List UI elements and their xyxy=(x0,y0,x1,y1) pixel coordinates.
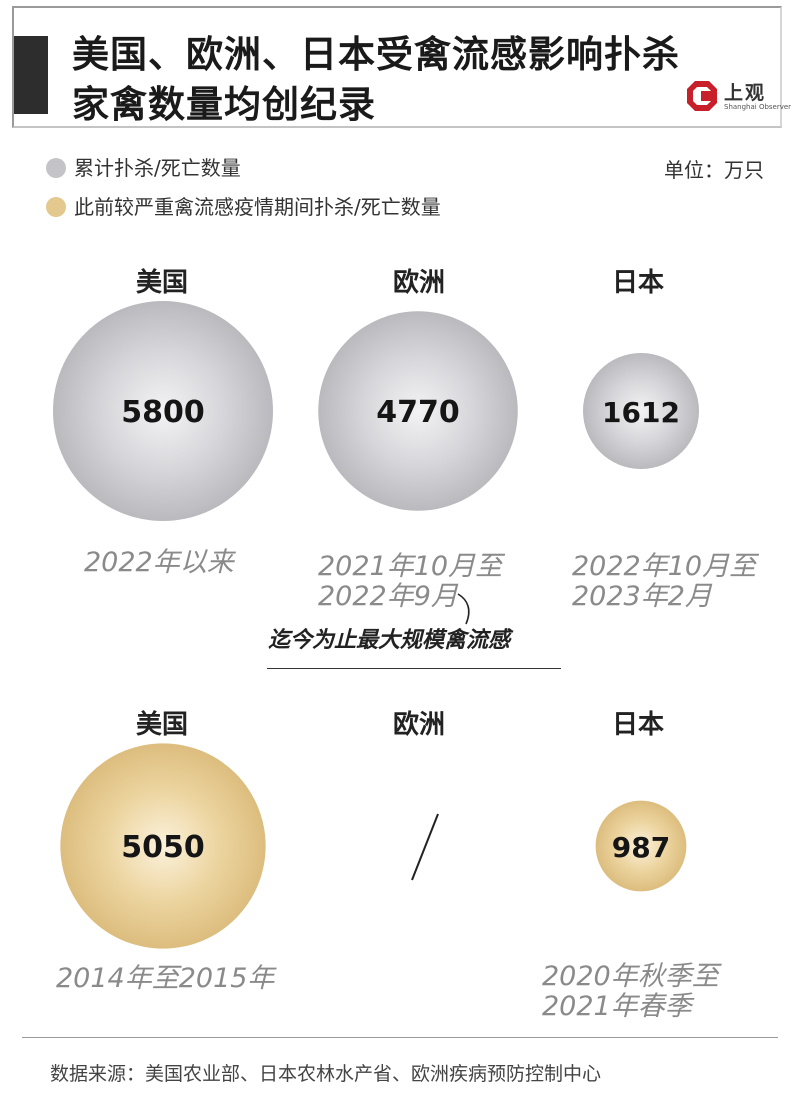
unit-label: 单位：万只 xyxy=(664,158,764,182)
bubble-us-current xyxy=(53,301,273,521)
bubble-value-us-current: 5800 xyxy=(121,395,205,430)
period-jp-previous: 2020年秋季至 2021年春季 xyxy=(542,962,719,1022)
logo-icon xyxy=(687,81,717,111)
legend-swatch-gray xyxy=(46,157,66,178)
country-label-jp-bottom: 日本 xyxy=(611,710,665,740)
bubble-value-eu-current: 4770 xyxy=(376,395,460,430)
period-line: 2014年至2015年 xyxy=(56,963,275,994)
logo-subtitle: Shanghai Observer xyxy=(724,103,792,111)
legend-item-previous: 此前较严重禽流感疫情期间扑杀/死亡数量 xyxy=(46,193,441,221)
period-line: 2021年10月至 xyxy=(318,551,503,582)
annotation-underline xyxy=(267,668,561,669)
period-us-current: 2022年以来 xyxy=(84,548,234,578)
period-line: 2022年9月 xyxy=(318,581,458,612)
country-label-us-bottom: 美国 xyxy=(135,710,189,740)
period-line: 2021年春季 xyxy=(542,991,692,1022)
bubble-jp-previous xyxy=(595,800,687,892)
period-line: 2022年以来 xyxy=(84,547,234,578)
bubble-value-jp-previous: 987 xyxy=(612,831,670,864)
period-jp-current: 2022年10月至 2023年2月 xyxy=(572,552,756,612)
logo-name: 上观 xyxy=(724,82,767,104)
shanghai-observer-logo: 上观 Shanghai Observer xyxy=(686,78,791,118)
period-line: 2023年2月 xyxy=(572,581,712,612)
country-label-eu-bottom: 欧洲 xyxy=(392,710,446,740)
bubble-eu-current xyxy=(318,311,518,511)
country-label-jp-top: 日本 xyxy=(611,268,665,298)
legend-swatch-gold xyxy=(46,196,66,217)
bubble-us-previous xyxy=(60,743,266,949)
source-note: 数据来源：美国农业部、日本农林水产省、欧洲疾病预防控制中心 xyxy=(50,1063,602,1085)
bubble-value-us-previous: 5050 xyxy=(121,830,205,865)
annotation-pointer xyxy=(457,593,470,625)
title-accent-bar xyxy=(14,36,48,114)
country-label-eu-top: 欧洲 xyxy=(392,268,446,298)
period-line: 2022年10月至 xyxy=(572,551,757,582)
legend-label: 累计扑杀/死亡数量 xyxy=(74,156,241,180)
country-label-us-top: 美国 xyxy=(135,268,189,298)
period-eu-current: 2021年10月至 2022年9月 xyxy=(318,552,502,612)
annotation-text: 迄今为止最大规模禽流感 xyxy=(268,628,511,653)
period-line: 2020年秋季至 xyxy=(542,961,719,992)
title-line-1: 美国、欧洲、日本受禽流感影响扑杀 xyxy=(72,33,680,76)
period-us-previous: 2014年至2015年 xyxy=(56,964,274,994)
footer-divider xyxy=(22,1037,778,1038)
title-line-2: 家禽数量均创纪录 xyxy=(72,83,376,126)
chart-title: 美国、欧洲、日本受禽流感影响扑杀 家禽数量均创纪录 xyxy=(72,30,792,130)
bubble-empty-eu-1 xyxy=(411,813,439,881)
title-panel: 美国、欧洲、日本受禽流感影响扑杀 家禽数量均创纪录 上观 Shanghai Ob… xyxy=(12,6,791,128)
legend-item-cumulative: 累计扑杀/死亡数量 xyxy=(46,154,241,182)
bubble-value-jp-current: 1612 xyxy=(602,396,680,429)
bubble-jp-current xyxy=(583,353,699,469)
legend-label: 此前较严重禽流感疫情期间扑杀/死亡数量 xyxy=(74,195,441,219)
